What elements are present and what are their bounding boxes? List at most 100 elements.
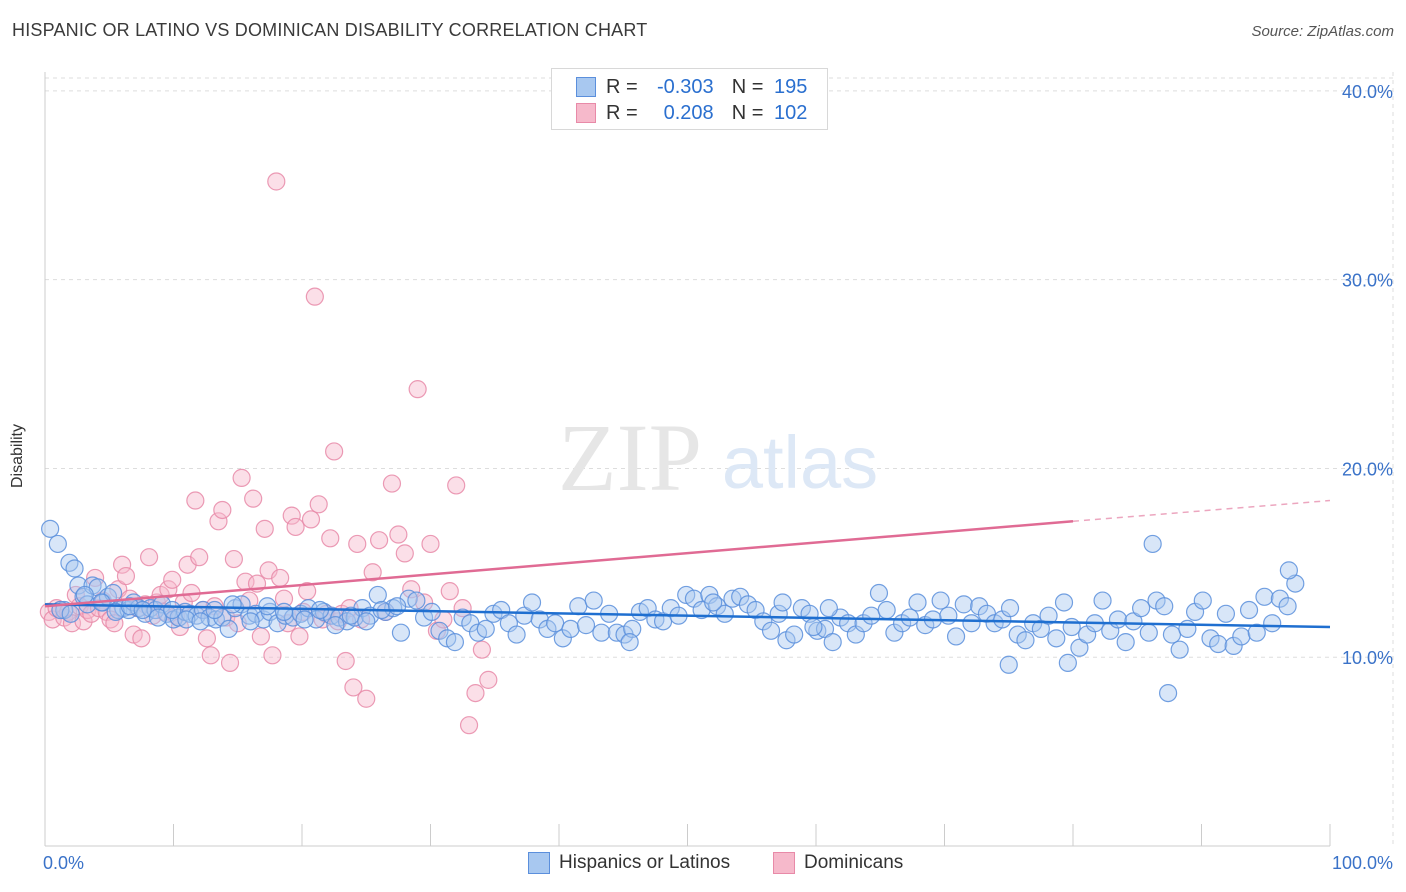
source-note: Source: ZipAtlas.com — [1251, 23, 1394, 40]
dominicans-point — [348, 534, 367, 554]
hispanics-point — [962, 614, 981, 633]
hispanics-point — [274, 602, 294, 622]
dominicans-point — [395, 544, 414, 563]
hispanics-point — [1255, 587, 1274, 606]
stat-row-dominicans: R = 0.208 N = 102 — [576, 100, 807, 126]
dominicans-point — [190, 548, 209, 567]
hispanics-point — [1039, 606, 1058, 625]
dominicans-point — [244, 489, 263, 508]
dominicans-point — [472, 640, 491, 659]
hispanics-point — [823, 633, 842, 652]
hispanics-point — [205, 600, 224, 620]
dominicans-swatch — [576, 103, 596, 123]
hispanics-point — [1016, 631, 1035, 650]
hispanics-point — [862, 606, 881, 625]
stat-row-hispanics: R = -0.303 N = 195 — [576, 74, 807, 100]
hispanics-point — [1058, 653, 1077, 672]
hispanics-point — [1270, 589, 1289, 608]
y-tick-label: 10.0% — [1342, 648, 1393, 668]
hispanics-point — [1232, 627, 1251, 646]
hispanics-point — [885, 623, 904, 642]
hispanics-point — [357, 612, 376, 631]
y-tick-label: 20.0% — [1342, 459, 1393, 479]
hispanics-swatch — [576, 77, 596, 97]
r-value: 0.208 — [663, 101, 714, 124]
hispanics-point — [445, 633, 465, 652]
x-tick-label: 0.0% — [43, 853, 84, 873]
hispanics-point — [1155, 597, 1174, 616]
hispanics-point — [61, 604, 80, 623]
dominicans-point — [421, 534, 440, 554]
r-label: R = — [606, 75, 638, 98]
dominicans-point — [301, 510, 321, 529]
hispanics-point — [1108, 610, 1128, 629]
watermark-zip: ZIP — [558, 404, 702, 511]
hispanics-point — [1170, 640, 1189, 659]
dominicans-point — [321, 529, 340, 548]
dominicans-point — [232, 468, 251, 487]
hispanics-point — [1224, 636, 1243, 655]
dominicans-trendline-extension — [1072, 499, 1331, 523]
hispanics-point — [1162, 625, 1182, 644]
dominicans-point — [163, 570, 182, 589]
dominicans-point — [139, 548, 159, 567]
hispanics-point — [1247, 623, 1266, 642]
dominicans-point — [479, 670, 498, 689]
dominicans-point — [336, 651, 355, 671]
hispanics-point — [1047, 629, 1066, 648]
hispanics-point — [592, 623, 611, 642]
hispanics-point — [1132, 599, 1151, 618]
dominicans-point — [389, 525, 408, 544]
dominicans-point — [459, 716, 479, 735]
hispanics-point — [133, 600, 152, 620]
hispanics-point — [1139, 623, 1158, 642]
hispanics-point — [715, 604, 734, 623]
hispanics-point — [785, 625, 804, 644]
y-tick-label: 40.0% — [1342, 82, 1393, 102]
dominicans-point — [357, 689, 376, 708]
dominicans-point — [309, 495, 328, 514]
hispanics-point — [553, 629, 572, 648]
dominicans-point — [447, 476, 466, 495]
hispanics-point — [258, 597, 277, 616]
legend-item-hispanics[interactable]: Hispanics or Latinos — [528, 852, 730, 874]
watermark: ZIP atlas — [558, 404, 878, 511]
hispanics-point — [48, 534, 67, 554]
hispanics-point — [391, 623, 411, 642]
hispanics-point — [60, 553, 79, 572]
hispanics-point — [1239, 600, 1259, 620]
dominicans-point — [224, 549, 243, 569]
dominicans-point — [251, 627, 270, 646]
dominicans-point — [197, 629, 217, 648]
dominicans-point — [305, 287, 324, 306]
hispanics-point — [1116, 633, 1135, 652]
axes — [44, 72, 1331, 847]
hispanics-trendline — [44, 603, 1331, 629]
hispanics-point — [1000, 599, 1020, 618]
hispanics-point — [1143, 534, 1162, 554]
n-label: N = — [731, 101, 764, 124]
hispanics-point — [326, 616, 345, 635]
legend-item-dominicans[interactable]: Dominicans — [773, 852, 903, 874]
hispanics-point — [530, 610, 549, 629]
dominicans-point — [220, 653, 240, 672]
hispanics-point — [569, 597, 588, 616]
dominicans-point — [282, 506, 301, 525]
hispanics-point — [407, 591, 426, 610]
hispanics-point — [206, 610, 226, 629]
hispanics-point — [877, 600, 896, 620]
hispanics-point — [148, 608, 168, 627]
hispanics-point — [241, 612, 260, 631]
hispanics-point — [869, 583, 889, 603]
hispanics-point — [731, 587, 750, 606]
hispanics-point — [999, 655, 1018, 674]
hispanics-point — [368, 585, 387, 605]
hispanics-point — [522, 593, 542, 612]
dominicans-point — [466, 683, 485, 703]
watermark-atlas: atlas — [722, 421, 878, 504]
y-tick-label: 30.0% — [1342, 271, 1393, 291]
n-value: 195 — [774, 75, 808, 98]
dominicans-point — [186, 491, 205, 510]
hispanics-point — [946, 627, 966, 646]
r-label: R = — [606, 101, 638, 124]
